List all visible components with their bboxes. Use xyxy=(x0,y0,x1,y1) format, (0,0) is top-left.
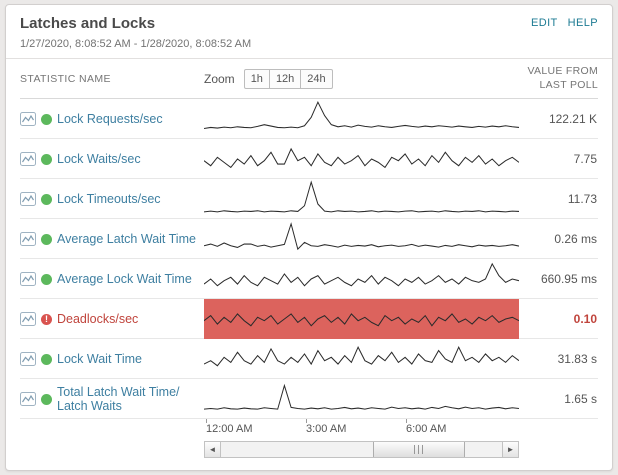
zoom-button-group: 1h 12h 24h xyxy=(243,68,333,89)
statistic-value: 11.73 xyxy=(567,192,597,206)
axis-tick-label: 12:00 AM xyxy=(206,423,253,435)
sparkline-chart[interactable] xyxy=(204,339,519,379)
axis-tick-label: 3:00 AM xyxy=(306,423,347,435)
statistic-value: 31.83 s xyxy=(557,352,597,366)
statistic-value: 122.21 K xyxy=(548,112,597,126)
status-up-icon xyxy=(41,353,52,365)
statistic-link[interactable]: Total Latch Wait Time/ Latch Waits xyxy=(57,384,180,413)
scrollbar-row: ◄ ► xyxy=(20,438,598,460)
statistic-name-cell: Lock Timeouts/sec xyxy=(20,192,204,206)
scrollbar-grip-icon xyxy=(413,444,424,454)
table-header-row: STATISTIC NAME Zoom 1h 12h 24h VALUE FRO… xyxy=(20,59,598,99)
axis-tick xyxy=(306,419,307,423)
statistic-link[interactable]: Average Lock Wait Time xyxy=(57,271,192,286)
statistic-row: Average Latch Wait Time 0.26 ms xyxy=(20,219,598,259)
statistic-value: 0.10 xyxy=(573,312,597,326)
zoom-1h-button[interactable]: 1h xyxy=(243,68,270,89)
statistic-row: ! Deadlocks/sec 0.10 xyxy=(20,299,598,339)
statistic-name-cell: Lock Wait Time xyxy=(20,352,204,366)
chart-icon xyxy=(20,312,36,326)
statistic-name-cell: Average Latch Wait Time xyxy=(20,232,204,246)
status-up-icon xyxy=(41,393,52,405)
statistic-link[interactable]: Lock Timeouts/sec xyxy=(57,191,161,206)
chart-icon xyxy=(20,392,36,406)
latches-and-locks-panel: Latches and Locks 1/27/2020, 8:08:52 AM … xyxy=(5,4,613,471)
sparkline-chart[interactable] xyxy=(204,219,519,259)
status-critical-icon: ! xyxy=(41,313,52,325)
time-axis-row: 12:00 AM 3:00 AM 6:00 AM xyxy=(20,419,598,438)
status-up-icon xyxy=(41,193,52,205)
chart-icon xyxy=(20,352,36,366)
chart-icon xyxy=(20,152,36,166)
status-up-icon xyxy=(41,113,52,125)
statistic-name-cell: Average Lock Wait Time xyxy=(20,272,204,286)
sparkline-chart[interactable] xyxy=(204,259,519,299)
statistic-name-cell: ! Deadlocks/sec xyxy=(20,312,204,326)
sparkline-chart[interactable] xyxy=(204,179,519,219)
scroll-right-button[interactable]: ► xyxy=(502,441,518,457)
chart-icon xyxy=(20,192,36,206)
axis-tick xyxy=(206,419,207,423)
statistic-link[interactable]: Lock Waits/sec xyxy=(57,151,141,166)
zoom-12h-button[interactable]: 12h xyxy=(268,68,302,89)
date-range: 1/27/2020, 8:08:52 AM - 1/28/2020, 8:08:… xyxy=(20,38,252,50)
edit-link[interactable]: EDIT xyxy=(531,17,558,29)
status-up-icon xyxy=(41,233,52,245)
statistics-rows: Lock Requests/sec 122.21 K Lock Waits/sec 7… xyxy=(20,99,598,419)
chart-icon xyxy=(20,232,36,246)
statistic-link[interactable]: Lock Requests/sec xyxy=(57,111,163,126)
scrollbar-thumb[interactable] xyxy=(372,441,465,457)
statistic-name-cell: Lock Requests/sec xyxy=(20,112,204,126)
statistic-value: 1.65 s xyxy=(564,392,597,406)
axis-tick xyxy=(406,419,407,423)
statistic-row: Lock Waits/sec 7.75 xyxy=(20,139,598,179)
sparkline-chart[interactable] xyxy=(204,299,519,339)
chart-icon xyxy=(20,272,36,286)
page-title: Latches and Locks xyxy=(20,15,156,32)
statistic-link[interactable]: Lock Wait Time xyxy=(57,351,142,366)
scroll-left-button[interactable]: ◄ xyxy=(205,441,221,457)
status-up-icon xyxy=(41,153,52,165)
zoom-label: Zoom xyxy=(204,71,235,86)
panel-header: Latches and Locks 1/27/2020, 8:08:52 AM … xyxy=(6,5,612,59)
zoom-controls: Zoom 1h 12h 24h xyxy=(204,68,519,89)
chart-scrollbar[interactable]: ◄ ► xyxy=(204,440,519,458)
statistic-value: 7.75 xyxy=(573,152,597,166)
statistic-name-cell: Lock Waits/sec xyxy=(20,152,204,166)
sparkline-chart[interactable] xyxy=(204,379,519,419)
statistic-row: Average Lock Wait Time 660.95 ms xyxy=(20,259,598,299)
statistic-value: 660.95 ms xyxy=(540,272,597,286)
statistic-name-cell: Total Latch Wait Time/ Latch Waits xyxy=(20,385,204,414)
statistic-link[interactable]: Average Latch Wait Time xyxy=(57,231,196,246)
chart-icon xyxy=(20,112,36,126)
statistic-row: Lock Requests/sec 122.21 K xyxy=(20,99,598,139)
help-link[interactable]: HELP xyxy=(567,17,598,29)
sparkline-chart[interactable] xyxy=(204,99,519,139)
status-up-icon xyxy=(41,273,52,285)
statistic-row: Lock Wait Time 31.83 s xyxy=(20,339,598,379)
column-header-value-from-last-poll: VALUE FROM LAST POLL xyxy=(527,64,598,91)
column-header-statistic-name: STATISTIC NAME xyxy=(20,72,111,85)
statistic-value: 0.26 ms xyxy=(554,232,597,246)
zoom-24h-button[interactable]: 24h xyxy=(300,68,333,89)
statistic-link[interactable]: Deadlocks/sec xyxy=(57,311,139,326)
statistic-row: Lock Timeouts/sec 11.73 xyxy=(20,179,598,219)
scrollbar-track[interactable] xyxy=(221,441,502,457)
axis-tick-label: 6:00 AM xyxy=(406,423,447,435)
header-links: EDIT HELP xyxy=(521,17,598,29)
statistics-table: STATISTIC NAME Zoom 1h 12h 24h VALUE FRO… xyxy=(20,59,598,460)
time-axis: 12:00 AM 3:00 AM 6:00 AM xyxy=(204,419,519,438)
statistic-row: Total Latch Wait Time/ Latch Waits 1.65 s xyxy=(20,379,598,419)
sparkline-chart[interactable] xyxy=(204,139,519,179)
